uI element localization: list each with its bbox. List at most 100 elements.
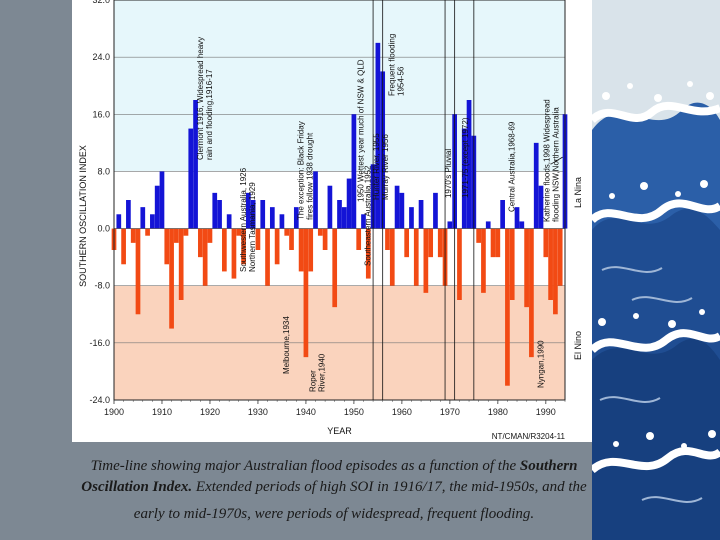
y-tick-label: 32.0 — [92, 0, 110, 5]
caption-text-2: Extended periods of high SOI in 1916/17,… — [192, 479, 587, 495]
annotation-southeastern-1952: Southeastern Australia,1952 — [364, 165, 373, 266]
source-credit: NT/CMAN/R3204-11 — [492, 432, 566, 441]
x-tick-label: 1900 — [104, 407, 124, 417]
annotation-pluvial-1970s: 1970's Pluvial — [444, 149, 453, 198]
soi-bar — [217, 200, 222, 229]
la-nina-label: La Nina — [573, 177, 583, 208]
soi-bar — [543, 228, 549, 258]
soi-bar — [495, 228, 501, 258]
soi-bar — [356, 228, 362, 250]
annotation-1971-75: 1971-75 (except 1972) — [461, 117, 470, 198]
soi-bar — [423, 228, 429, 293]
soi-bar — [529, 228, 534, 358]
annotation-black-friday: The exception: Black Fridayfires follow … — [297, 121, 315, 220]
soi-bar — [509, 228, 515, 300]
soi-bar — [260, 200, 266, 229]
soi-bar — [145, 228, 150, 236]
soi-bar — [198, 228, 203, 258]
x-tick-label: 1950 — [344, 407, 364, 417]
annotation-hunter-murray: Hunter River, 1955Murray River 1956 — [372, 133, 390, 200]
soi-bar — [476, 228, 481, 243]
y-axis-title: SOUTHERN OSCILLATION INDEX — [78, 145, 88, 287]
annotation-frequent-flooding: Frequent flooding1954-56 — [388, 34, 406, 96]
soi-bar — [514, 207, 520, 229]
soi-bar — [274, 228, 280, 265]
soi-bar — [236, 228, 242, 236]
y-tick-label: 8.0 — [97, 166, 110, 176]
soi-bar — [447, 221, 453, 229]
soi-bar — [394, 185, 400, 229]
soi-bar — [461, 128, 467, 229]
soi-bar — [457, 228, 462, 300]
x-tick-label: 1930 — [248, 407, 268, 417]
soi-bar — [519, 221, 525, 229]
soi-bar — [174, 228, 179, 243]
annotation-clermont: Clermont 1916, Widespread heavyrain and … — [196, 37, 214, 160]
soi-bar — [346, 178, 352, 229]
soi-bar — [130, 228, 136, 243]
soi-bar — [188, 128, 194, 229]
soi-bar — [245, 192, 251, 229]
annotation-central-australia: Central Australia,1968-69 — [508, 121, 517, 212]
x-tick-label: 1920 — [200, 407, 220, 417]
soi-bar — [437, 228, 443, 258]
soi-bar — [375, 42, 381, 229]
soi-bar — [135, 228, 141, 315]
soi-bar — [154, 185, 160, 229]
soi-bar — [303, 228, 309, 358]
soi-bar — [553, 228, 558, 315]
soi-bar — [289, 228, 294, 250]
soi-bar — [193, 100, 198, 229]
y-tick-label: 24.0 — [92, 52, 110, 62]
soi-bar — [255, 228, 261, 250]
soi-bar — [284, 228, 290, 236]
soi-bar — [317, 228, 323, 236]
soi-bar — [279, 214, 285, 229]
soi-bar — [389, 228, 395, 286]
soi-bar — [169, 228, 174, 329]
soi-bar — [308, 228, 314, 272]
soi-bar — [178, 228, 184, 300]
soi-bar — [557, 228, 563, 286]
soi-bar — [409, 207, 414, 229]
soi-bar — [222, 228, 227, 272]
soi-bar — [126, 200, 131, 229]
soi-bar — [505, 228, 510, 386]
soi-bar — [533, 142, 539, 229]
annotation-southwestern-australia: Southwestern Australia, 1926Northern Tas… — [239, 167, 257, 272]
soi-bar — [164, 228, 170, 265]
soi-bar — [250, 200, 256, 229]
soi-bar — [548, 228, 553, 300]
x-axis-title: YEAR — [327, 426, 352, 436]
soi-bar — [481, 228, 486, 293]
soi-bar — [361, 214, 366, 229]
soi-bar — [337, 200, 342, 229]
soi-bar — [524, 228, 529, 308]
wave-illustration — [592, 0, 720, 540]
y-tick-label: -8.0 — [94, 281, 110, 291]
caption-bold-term: Southern Oscillation Index. — [81, 458, 578, 495]
soi-bar — [212, 192, 218, 229]
soi-bar — [140, 207, 146, 229]
x-tick-label: 1990 — [536, 407, 556, 417]
soi-chart: 32.0 24.0 16.0 8.0 0.0 -8.0 -16.0 -24.0 1900 1910… — [78, 0, 583, 441]
soi-bar — [341, 207, 347, 229]
soi-bar — [351, 114, 357, 229]
x-tick-label: 1940 — [296, 407, 316, 417]
soi-bar — [121, 228, 126, 265]
soi-bar — [322, 228, 328, 250]
caption-text-1: Time-line showing major Australian flood… — [90, 458, 520, 474]
soi-bar — [265, 228, 270, 286]
annotation-wettest-1950: 1950 Wettest year much of NSW & QLD — [356, 59, 365, 202]
la-nina-band — [114, 0, 565, 172]
soi-bar — [241, 228, 246, 265]
soi-bar — [490, 228, 496, 258]
soi-bar — [433, 192, 438, 229]
soi-bar — [226, 214, 232, 229]
soi-bar — [385, 228, 390, 250]
soi-bar — [269, 207, 275, 229]
chart-panel: 32.0 24.0 16.0 8.0 0.0 -8.0 -16.0 -24.0 1900 1910… — [72, 0, 592, 442]
soi-bar — [418, 200, 424, 229]
soi-bar — [399, 192, 405, 229]
soi-bar — [428, 228, 434, 258]
